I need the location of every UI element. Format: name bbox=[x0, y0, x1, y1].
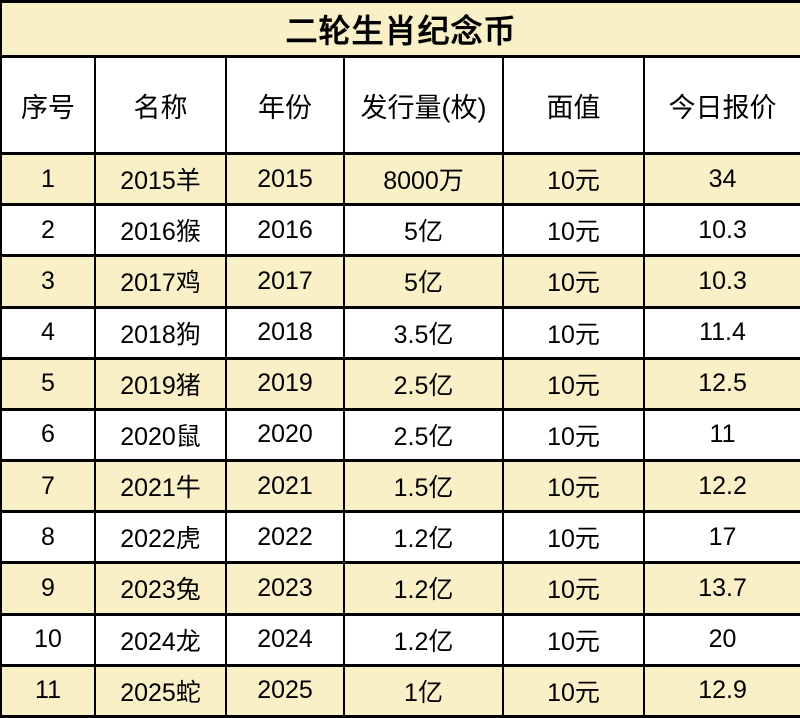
cell-name: 2021牛 bbox=[94, 459, 227, 514]
cell-face-value: 10元 bbox=[502, 459, 645, 514]
cell-price: 11 bbox=[642, 407, 800, 463]
cell-mintage: 5亿 bbox=[343, 254, 504, 309]
cell-year: 2015 bbox=[225, 151, 345, 207]
cell-name: 2024龙 bbox=[94, 612, 227, 667]
cell-index: 9 bbox=[0, 561, 96, 616]
cell-price: 12.2 bbox=[642, 459, 800, 514]
cell-mintage: 2.5亿 bbox=[343, 356, 504, 411]
cell-mintage: 5亿 bbox=[343, 203, 504, 258]
cell-index: 4 bbox=[0, 305, 96, 360]
cell-face-value: 10元 bbox=[502, 305, 645, 360]
table-row: 9 2023兔 2023 1.2亿 10元 13.7 bbox=[0, 561, 800, 616]
cell-price: 12.5 bbox=[642, 356, 800, 411]
table-body: 1 2015羊 2015 8000万 10元 34 2 2016猴 2016 5亿 10元 10.3 3… bbox=[0, 151, 800, 718]
cell-year: 2022 bbox=[225, 510, 345, 565]
column-header-name: 名称 bbox=[94, 55, 227, 155]
cell-name: 2016猴 bbox=[94, 203, 227, 258]
cell-year: 2023 bbox=[225, 561, 345, 616]
column-header-year: 年份 bbox=[225, 55, 345, 155]
column-header-price: 今日报价 bbox=[642, 55, 800, 155]
cell-price: 13.7 bbox=[642, 561, 800, 616]
cell-index: 11 bbox=[0, 663, 96, 718]
cell-face-value: 10元 bbox=[502, 561, 645, 616]
cell-mintage: 1.2亿 bbox=[343, 612, 504, 667]
cell-face-value: 10元 bbox=[502, 151, 645, 207]
table-row: 10 2024龙 2024 1.2亿 10元 20 bbox=[0, 612, 800, 667]
cell-mintage: 8000万 bbox=[343, 151, 504, 207]
table-row: 8 2022虎 2022 1.2亿 10元 17 bbox=[0, 510, 800, 565]
cell-year: 2020 bbox=[225, 407, 345, 463]
cell-name: 2017鸡 bbox=[94, 254, 227, 309]
table-title-row: 二轮生肖纪念币 bbox=[0, 0, 800, 58]
cell-name: 2023兔 bbox=[94, 561, 227, 616]
cell-face-value: 10元 bbox=[502, 612, 645, 667]
cell-year: 2018 bbox=[225, 305, 345, 360]
table-row: 3 2017鸡 2017 5亿 10元 10.3 bbox=[0, 254, 800, 309]
cell-face-value: 10元 bbox=[502, 510, 645, 565]
cell-price: 10.3 bbox=[642, 203, 800, 258]
cell-name: 2018狗 bbox=[94, 305, 227, 360]
column-header-face-value: 面值 bbox=[502, 55, 645, 155]
cell-face-value: 10元 bbox=[502, 356, 645, 411]
table-row: 7 2021牛 2021 1.5亿 10元 12.2 bbox=[0, 459, 800, 514]
cell-name: 2015羊 bbox=[94, 151, 227, 207]
cell-year: 2019 bbox=[225, 356, 345, 411]
cell-year: 2017 bbox=[225, 254, 345, 309]
table-row: 4 2018狗 2018 3.5亿 10元 11.4 bbox=[0, 305, 800, 360]
cell-year: 2024 bbox=[225, 612, 345, 667]
table-row: 6 2020鼠 2020 2.5亿 10元 11 bbox=[0, 407, 800, 463]
cell-index: 8 bbox=[0, 510, 96, 565]
cell-face-value: 10元 bbox=[502, 203, 645, 258]
table-title: 二轮生肖纪念币 bbox=[0, 0, 800, 58]
cell-name: 2019猪 bbox=[94, 356, 227, 411]
table-row: 1 2015羊 2015 8000万 10元 34 bbox=[0, 151, 800, 207]
cell-index: 7 bbox=[0, 459, 96, 514]
cell-mintage: 1亿 bbox=[343, 663, 504, 718]
column-header-index: 序号 bbox=[0, 55, 96, 155]
cell-face-value: 10元 bbox=[502, 407, 645, 463]
cell-index: 3 bbox=[0, 254, 96, 309]
cell-mintage: 1.5亿 bbox=[343, 459, 504, 514]
cell-price: 10.3 bbox=[642, 254, 800, 309]
cell-index: 2 bbox=[0, 203, 96, 258]
column-header-mintage: 发行量(枚) bbox=[343, 55, 504, 155]
table-row: 11 2025蛇 2025 1亿 10元 12.9 bbox=[0, 663, 800, 718]
cell-index: 1 bbox=[0, 151, 96, 207]
cell-price: 20 bbox=[642, 612, 800, 667]
table-header-row: 序号 名称 年份 发行量(枚) 面值 今日报价 bbox=[0, 55, 800, 155]
cell-year: 2021 bbox=[225, 459, 345, 514]
table-row: 5 2019猪 2019 2.5亿 10元 12.5 bbox=[0, 356, 800, 411]
cell-mintage: 2.5亿 bbox=[343, 407, 504, 463]
cell-index: 5 bbox=[0, 356, 96, 411]
cell-year: 2016 bbox=[225, 203, 345, 258]
cell-mintage: 1.2亿 bbox=[343, 561, 504, 616]
cell-index: 6 bbox=[0, 407, 96, 463]
cell-face-value: 10元 bbox=[502, 254, 645, 309]
cell-price: 12.9 bbox=[642, 663, 800, 718]
cell-name: 2022虎 bbox=[94, 510, 227, 565]
cell-name: 2025蛇 bbox=[94, 663, 227, 718]
cell-name: 2020鼠 bbox=[94, 407, 227, 463]
cell-price: 34 bbox=[642, 151, 800, 207]
cell-mintage: 3.5亿 bbox=[343, 305, 504, 360]
cell-price: 17 bbox=[642, 510, 800, 565]
cell-price: 11.4 bbox=[642, 305, 800, 360]
cell-year: 2025 bbox=[225, 663, 345, 718]
cell-index: 10 bbox=[0, 612, 96, 667]
cell-mintage: 1.2亿 bbox=[343, 510, 504, 565]
cell-face-value: 10元 bbox=[502, 663, 645, 718]
table-row: 2 2016猴 2016 5亿 10元 10.3 bbox=[0, 203, 800, 258]
